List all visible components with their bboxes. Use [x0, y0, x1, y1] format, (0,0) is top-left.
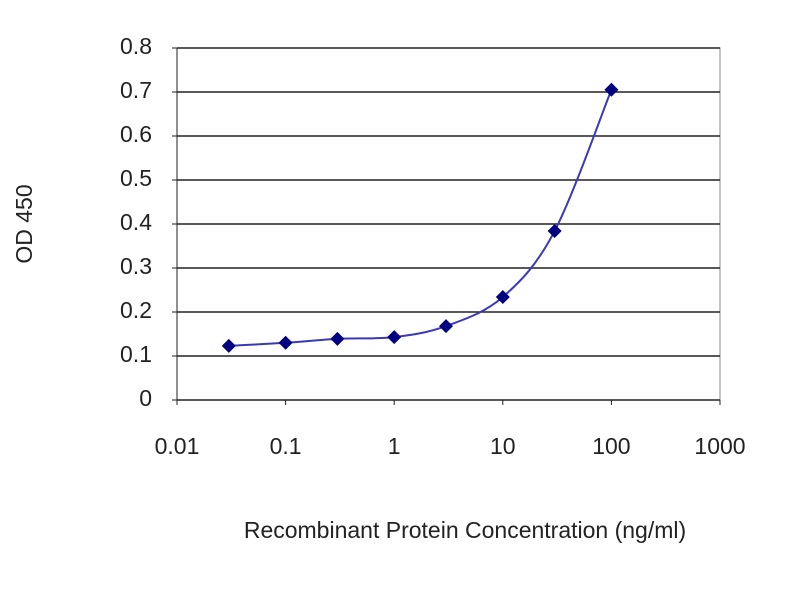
- x-tick-label: 100: [592, 433, 630, 459]
- y-tick-label: 0: [139, 385, 152, 411]
- data-marker: [604, 82, 619, 97]
- data-marker: [495, 290, 510, 305]
- y-tick-label: 0.6: [120, 121, 152, 147]
- y-axis-title: OD 450: [11, 184, 37, 263]
- y-tick-label: 0.8: [120, 33, 152, 59]
- y-tick-label: 0.1: [120, 341, 152, 367]
- data-marker: [330, 331, 345, 346]
- data-marker: [547, 224, 562, 239]
- x-tick-label: 0.01: [155, 433, 200, 459]
- x-tick-label: 10: [490, 433, 516, 459]
- x-axis-title: Recombinant Protein Concentration (ng/ml…: [244, 517, 686, 543]
- data-marker: [387, 330, 402, 345]
- y-tick-label: 0.4: [120, 209, 152, 235]
- data-marker: [278, 335, 293, 350]
- y-tick-label: 0.3: [120, 253, 152, 279]
- x-tick-label: 0.1: [270, 433, 302, 459]
- y-tick-label: 0.7: [120, 77, 152, 103]
- x-tick-label: 1000: [694, 433, 745, 459]
- x-tick-label: 1: [388, 433, 401, 459]
- y-tick-label: 0.5: [120, 165, 152, 191]
- y-tick-label: 0.2: [120, 297, 152, 323]
- data-marker: [439, 319, 454, 334]
- data-marker: [221, 338, 236, 353]
